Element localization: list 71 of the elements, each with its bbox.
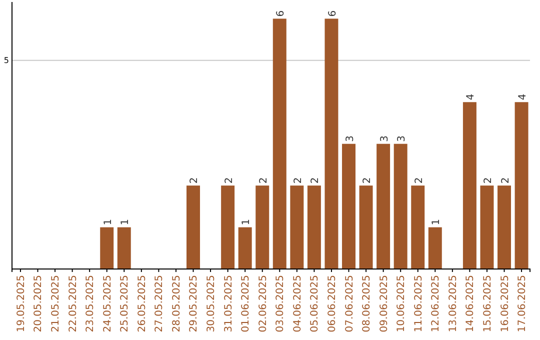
bar (514, 102, 528, 269)
bar (307, 186, 321, 269)
x-tick-label: 25.05.2025 (120, 275, 131, 332)
x-tick-label: 11.06.2025 (413, 275, 424, 332)
x-tick-label: 29.05.2025 (188, 275, 200, 332)
data-label: 1 (102, 218, 114, 226)
bar (411, 186, 425, 269)
x-tick-label: 27.05.2025 (154, 275, 166, 332)
bar (272, 18, 286, 269)
bar (428, 227, 442, 269)
data-label: 1 (241, 218, 252, 226)
x-tick-label: 14.06.2025 (465, 275, 476, 332)
data-label: 1 (431, 218, 442, 226)
bar (290, 186, 304, 269)
x-tick-label: 31.05.2025 (223, 275, 234, 332)
x-tick-label: 22.05.2025 (68, 275, 79, 332)
data-label: 6 (276, 10, 287, 17)
x-tick-label: 06.06.2025 (326, 275, 338, 332)
data-label: 2 (310, 177, 322, 184)
bar (359, 186, 373, 269)
bar (221, 186, 235, 269)
bar (186, 186, 200, 269)
data-label: 2 (224, 177, 235, 184)
bar (324, 18, 338, 269)
x-tick-label: 13.06.2025 (448, 275, 459, 332)
data-label: 1 (120, 218, 132, 226)
bar (394, 144, 408, 269)
data-label: 2 (414, 177, 425, 184)
bar (238, 227, 252, 269)
bar (256, 186, 270, 269)
x-tick-label: 09.06.2025 (378, 275, 390, 332)
x-tick-label: 05.06.2025 (310, 275, 321, 332)
data-label: 2 (258, 177, 270, 184)
x-tick-label: 17.06.2025 (517, 275, 528, 332)
x-tick-label: 20.05.2025 (33, 275, 44, 332)
data-label: 4 (466, 94, 477, 100)
bar (462, 102, 476, 269)
data-label: 3 (379, 135, 390, 142)
x-tick-label: 21.05.2025 (50, 275, 62, 332)
x-tick-label: 16.06.2025 (500, 275, 511, 332)
data-label: 2 (292, 177, 304, 184)
y-tick-label: 5 (4, 56, 9, 65)
x-tick-label: 12.06.2025 (430, 275, 442, 332)
data-label: 2 (362, 177, 374, 184)
bar (498, 186, 511, 269)
x-tick-label: 01.06.2025 (240, 275, 252, 332)
data-label: 2 (482, 177, 494, 184)
bar (100, 227, 114, 269)
x-tick-label: 23.05.2025 (85, 275, 96, 332)
bar (342, 144, 356, 269)
x-tick-label: 07.06.2025 (344, 275, 356, 332)
data-label: 3 (396, 135, 408, 142)
x-tick-label: 03.06.2025 (275, 275, 286, 332)
data-label: 6 (327, 10, 338, 17)
x-tick-label: 30.05.2025 (206, 275, 218, 332)
x-tick-label: 02.06.2025 (258, 275, 269, 332)
data-label: 2 (500, 177, 512, 184)
bar (376, 144, 390, 269)
x-tick-label: 08.06.2025 (362, 275, 373, 332)
x-tick-label: 15.06.2025 (482, 275, 494, 332)
bar (480, 186, 494, 269)
x-tick-label: 19.05.2025 (16, 275, 27, 332)
x-tick-label: 28.05.2025 (171, 275, 182, 332)
data-label: 2 (189, 177, 200, 184)
bar (117, 227, 131, 269)
x-tick-label: 10.06.2025 (396, 275, 408, 332)
x-tick-label: 24.05.2025 (102, 275, 114, 332)
data-label: 4 (518, 94, 529, 100)
x-tick-label: 04.06.2025 (292, 275, 304, 332)
x-tick-label: 26.05.2025 (136, 275, 148, 332)
data-label: 3 (344, 135, 356, 142)
